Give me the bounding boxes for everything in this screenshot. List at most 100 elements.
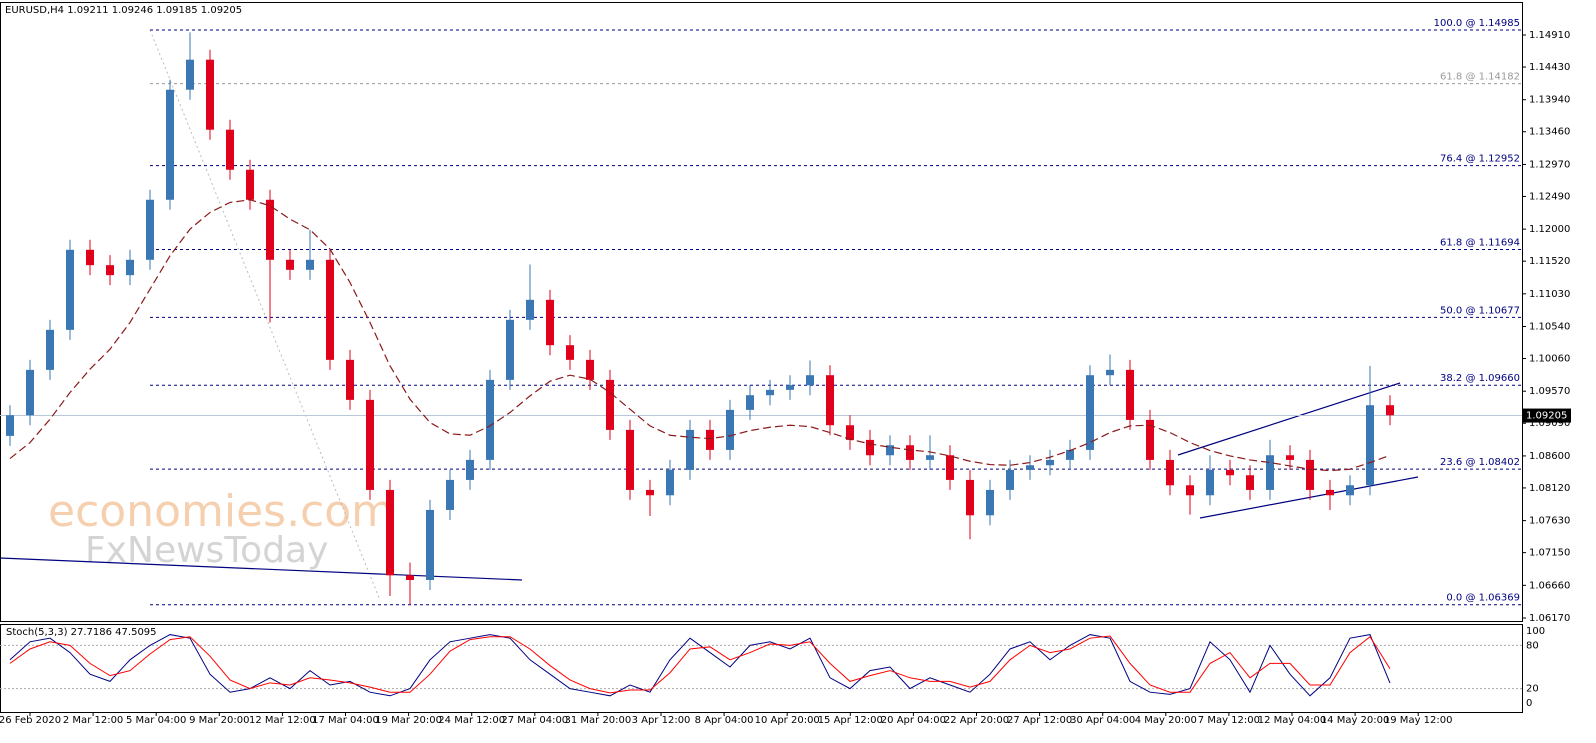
candle-body <box>746 395 754 410</box>
candle-body <box>706 429 714 450</box>
candle-body <box>1326 489 1334 496</box>
x-tick-label: 9 Mar 20:00 <box>189 715 249 726</box>
candle-body <box>346 359 354 400</box>
stoch-panel-frame <box>0 624 1523 713</box>
candle-body <box>786 385 794 390</box>
candle-body <box>1146 419 1154 460</box>
candle-body <box>566 345 574 360</box>
candle-body <box>946 455 954 480</box>
candle-body <box>726 409 734 450</box>
candle-body <box>286 259 294 270</box>
candle-body <box>466 459 474 480</box>
fib-label: 61.8 @ 1.11694 <box>1440 238 1520 249</box>
y-tick-label: 20 <box>1526 684 1539 695</box>
x-tick-label: 27 Mar 04:00 <box>501 715 568 726</box>
candle-body <box>546 299 554 346</box>
candle-body <box>906 445 914 460</box>
candle-body <box>26 369 34 416</box>
candle-body <box>266 199 274 260</box>
candle-body <box>1386 405 1394 416</box>
x-tick-label: 14 May 20:00 <box>1321 715 1390 726</box>
stoch-line <box>9 634 1391 697</box>
candle-body <box>926 455 934 460</box>
candle-body <box>486 379 494 460</box>
candle-body <box>686 429 694 470</box>
current-price-label: 1.09205 <box>1526 411 1567 422</box>
x-tick-label: 19 Mar 20:00 <box>375 715 442 726</box>
candle-body <box>186 59 194 90</box>
y-tick-label: 1.13460 <box>1529 127 1570 138</box>
fib-label: 100.0 @ 1.14985 <box>1434 18 1520 29</box>
y-tick-label: 1.13940 <box>1529 95 1570 106</box>
fib-label: 0.0 @ 1.06369 <box>1446 593 1520 604</box>
candle-body <box>1106 369 1114 376</box>
candle-body <box>1246 475 1254 490</box>
candle-body <box>426 509 434 580</box>
x-tick-label: 2 Mar 12:00 <box>63 715 123 726</box>
y-tick-label: 1.12000 <box>1529 224 1570 235</box>
y-tick-label: 1.07630 <box>1529 516 1570 527</box>
x-tick-label: 4 May 20:00 <box>1135 715 1197 726</box>
candle-body <box>306 259 314 270</box>
candle-body <box>1086 375 1094 450</box>
y-tick-label: 1.06660 <box>1529 580 1570 591</box>
candle-body <box>1026 465 1034 470</box>
fib-label: 50.0 @ 1.10677 <box>1440 305 1520 316</box>
candle-body <box>646 489 654 496</box>
x-tick-label: 12 Mar 12:00 <box>249 715 316 726</box>
chart-title: EURUSD,H4 1.09211 1.09246 1.09185 1.0920… <box>5 5 242 16</box>
main-panel-frame <box>0 2 1523 622</box>
candle-body <box>866 439 874 456</box>
candle-body <box>246 169 254 200</box>
candle-body <box>886 445 894 456</box>
x-tick-label: 7 May 12:00 <box>1198 715 1260 726</box>
candle-body <box>1206 469 1214 496</box>
candle-body <box>226 129 234 170</box>
x-tick-label: 15 Apr 12:00 <box>818 715 883 726</box>
fib-label: 38.2 @ 1.09660 <box>1440 373 1520 384</box>
y-tick-label: 1.08600 <box>1529 451 1570 462</box>
candle-body <box>626 429 634 490</box>
candle-body <box>1046 459 1054 466</box>
channel-upper <box>1177 382 1401 456</box>
candle-body <box>826 375 834 426</box>
x-tick-label: 17 Mar 04:00 <box>312 715 379 726</box>
x-tick-label: 8 Apr 04:00 <box>695 715 754 726</box>
candle-body <box>146 199 154 260</box>
candle-body <box>1346 485 1354 496</box>
fib-label: 23.6 @ 1.08402 <box>1440 457 1520 468</box>
candle-body <box>1166 459 1174 486</box>
candle-body <box>66 249 74 330</box>
watermark: FxNewsToday <box>85 530 328 571</box>
candle-body <box>766 389 774 396</box>
trend-line <box>0 557 523 581</box>
watermark: economies.com <box>48 486 394 537</box>
candle-body <box>1306 459 1314 490</box>
y-tick-label: 1.09570 <box>1529 386 1570 397</box>
y-tick-label: 1.10540 <box>1529 322 1570 333</box>
y-tick-label: 1.11520 <box>1529 256 1570 267</box>
moving-average <box>9 199 1391 472</box>
candle-body <box>166 89 174 200</box>
candle-body <box>1226 469 1234 476</box>
y-tick-label: 1.14430 <box>1529 62 1570 73</box>
candle-body <box>1066 449 1074 460</box>
stoch-line <box>9 635 1391 694</box>
candle-body <box>106 265 114 276</box>
fib-label: 61.8 @ 1.14182 <box>1440 72 1520 83</box>
candle-body <box>366 399 374 490</box>
candle-body <box>326 259 334 360</box>
candle-body <box>666 469 674 496</box>
candle-body <box>846 425 854 440</box>
y-tick-label: 1.14910 <box>1529 30 1570 41</box>
candle-body <box>1366 405 1374 486</box>
current-price-box <box>1523 408 1571 423</box>
y-tick-label: 80 <box>1526 640 1539 651</box>
candle-body <box>966 479 974 516</box>
x-tick-label: 26 Feb 2020 <box>0 715 61 726</box>
x-tick-label: 22 Apr 20:00 <box>944 715 1009 726</box>
y-tick-label: 1.07150 <box>1529 548 1570 559</box>
candle-body <box>6 415 14 436</box>
